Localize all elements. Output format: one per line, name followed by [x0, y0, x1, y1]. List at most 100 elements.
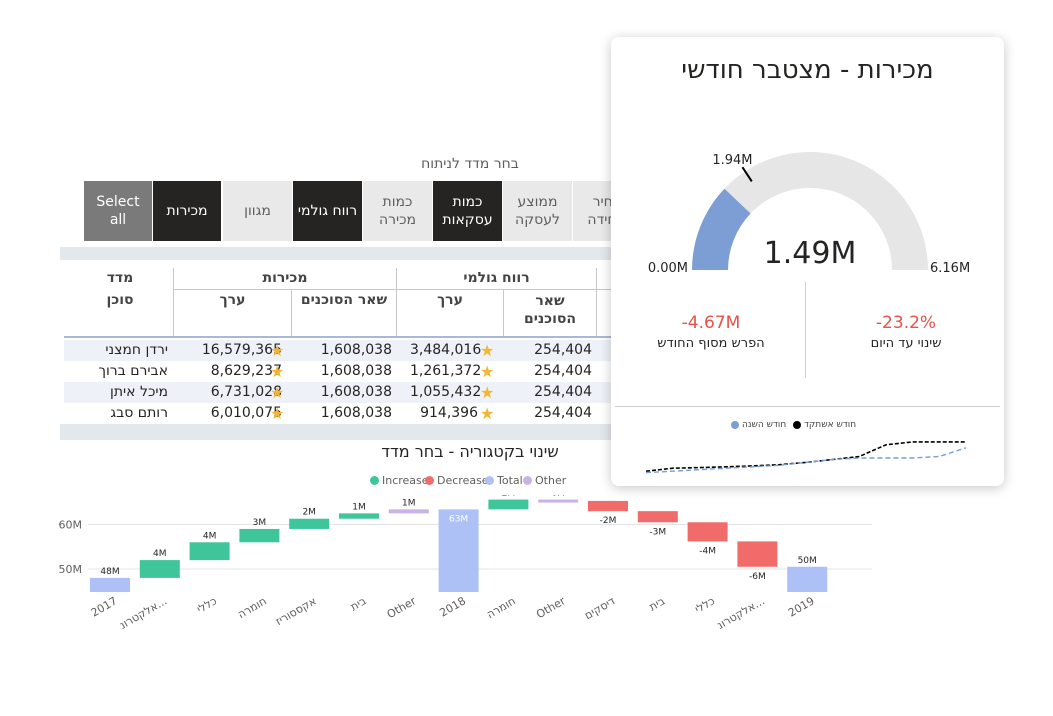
- waterfall-data-label: 2M: [502, 495, 516, 499]
- cell-sales-value: 6,010,075: [210, 405, 282, 421]
- slicer-button-4[interactable]: כמות מכירה: [363, 181, 432, 241]
- header-profit-value: ערך: [437, 292, 463, 308]
- waterfall-bar[interactable]: [339, 513, 379, 519]
- waterfall-bar[interactable]: [737, 541, 778, 567]
- waterfall-bar[interactable]: [139, 560, 180, 578]
- waterfall-bar[interactable]: [787, 566, 828, 592]
- waterfall-data-label: 4M: [203, 531, 217, 541]
- waterfall-bar[interactable]: [538, 499, 579, 503]
- cell-agent: אבירם ברוך: [98, 363, 168, 379]
- table-row[interactable]: [64, 403, 620, 422]
- cell-profit-rest: 254,404: [534, 405, 592, 421]
- waterfall-bar[interactable]: [189, 542, 230, 561]
- cell-agent: ירדן חמצני: [105, 342, 168, 358]
- cell-profit-value: 1,055,432: [410, 384, 482, 400]
- legend-item-current[interactable]: חודש השנה: [731, 420, 786, 430]
- cell-profit-rest: 254,404: [534, 384, 592, 400]
- line-series-1[interactable]: [645, 447, 967, 474]
- header-group-profit: רווח גולמי: [463, 270, 530, 286]
- waterfall-bar[interactable]: [239, 528, 280, 543]
- legend-item-previous[interactable]: חודש אשתקד: [793, 420, 856, 430]
- line-series-0[interactable]: [645, 441, 966, 472]
- legend-item-total[interactable]: Total: [485, 474, 523, 487]
- waterfall-data-label: 2M: [302, 508, 316, 518]
- x-tick-label: דיסקים: [582, 594, 617, 622]
- kpi-month-end-diff-label: הפרש מסוף החודש: [657, 336, 765, 351]
- legend-dot-current: [731, 421, 739, 429]
- legend-label-current: חודש השנה: [742, 420, 787, 430]
- waterfall-bar[interactable]: [588, 500, 628, 512]
- waterfall-bar[interactable]: [488, 499, 529, 510]
- legend-item-decrease[interactable]: Decrease: [425, 474, 489, 487]
- y-tick-label: 60M: [59, 519, 83, 532]
- cell-sales-value: 6,731,028: [210, 384, 282, 400]
- table-row[interactable]: [64, 361, 620, 382]
- cell-agent: מיכל איתן: [110, 384, 168, 400]
- header-measure: מדד: [106, 270, 134, 286]
- gauge-target-marker: [741, 166, 753, 182]
- legend-dot-other: [523, 476, 532, 485]
- slicer-button-0[interactable]: Select all: [84, 181, 152, 241]
- waterfall-data-label: 1M: [402, 498, 416, 508]
- x-tick-label: כללי: [693, 594, 718, 616]
- waterfall-bar[interactable]: [289, 518, 330, 529]
- waterfall-data-label: 4M: [153, 549, 167, 559]
- cell-sales-value: 16,579,365: [201, 342, 282, 358]
- header-profit-rest: שאר הסוכנים: [504, 292, 596, 328]
- cumulative-line-chart: [645, 441, 967, 474]
- waterfall-bar[interactable]: [438, 509, 479, 592]
- agents-matrix-table: מדד סוכן מכירות רווח גולמי ערך שאר הסוכנ…: [60, 262, 620, 422]
- waterfall-bar[interactable]: [687, 522, 728, 542]
- star-icon: ★: [270, 362, 285, 381]
- cell-profit-value: 3,484,016: [410, 342, 482, 358]
- cell-profit-rest: 254,404: [534, 342, 592, 358]
- legend-dot-total: [485, 476, 494, 485]
- measure-slicer: Select all מכירות מגוון רווח גולמי כמות מכיר…: [84, 181, 624, 241]
- x-tick-label: 2018: [437, 594, 468, 619]
- x-tick-label: אלקטרונ...: [117, 594, 169, 632]
- legend-item-other[interactable]: Other: [523, 474, 566, 487]
- gauge-value-label: 1.49M: [764, 236, 857, 271]
- star-icon: ★: [480, 362, 495, 381]
- legend-dot-increase: [370, 476, 379, 485]
- waterfall-data-label: -2M: [600, 516, 617, 526]
- waterfall-chart: 50M 60M 48M 2017 4M אלקטרונ... 4M כללי 3M חומרה 2M…: [59, 495, 872, 632]
- x-tick-label: חומרה: [235, 594, 268, 621]
- cell-agent: רותם סבג: [110, 405, 168, 421]
- waterfall-bar[interactable]: [388, 509, 429, 514]
- waterfall-title: שינוי בקטגוריה - בחר מדד: [381, 442, 559, 461]
- legend-item-increase[interactable]: Increase: [370, 474, 429, 487]
- waterfall-data-label: 1M: [352, 502, 366, 512]
- gauge-target-label: 1.94M: [712, 153, 752, 168]
- slicer-title: בחר מדד לניתוח: [421, 156, 519, 172]
- slicer-button-3[interactable]: רווח גולמי: [293, 181, 362, 241]
- x-tick-label: Other: [534, 594, 568, 621]
- cell-profit-value: 914,396: [420, 405, 478, 421]
- cell-profit-rest: 254,404: [534, 363, 592, 379]
- header-profit-rest-line2: הסוכנים: [523, 311, 577, 327]
- slicer-button-6[interactable]: ממוצע לעסקה: [503, 181, 572, 241]
- table-row[interactable]: [64, 382, 620, 403]
- waterfall-data-label: -6M: [749, 572, 766, 582]
- legend-dot-decrease: [425, 476, 434, 485]
- table-top-bar: [60, 247, 620, 260]
- slicer-button-5[interactable]: כמות עסקאות: [433, 181, 502, 241]
- waterfall-data-label: 63M: [449, 514, 468, 524]
- slicer-button-2[interactable]: מגוון: [223, 181, 292, 241]
- slicer-button-1[interactable]: מכירות: [153, 181, 221, 241]
- waterfall-bar[interactable]: [90, 577, 130, 592]
- cell-sales-rest: 1,608,038: [320, 342, 392, 358]
- cell-sales-rest: 1,608,038: [320, 384, 392, 400]
- line-chart-legend: חודש השנה חודש אשתקד: [731, 420, 891, 434]
- cell-sales-rest: 1,608,038: [320, 405, 392, 421]
- waterfall-data-label: -3M: [649, 527, 666, 537]
- waterfall-legend: Increase Decrease Total Other: [340, 474, 600, 492]
- table-row[interactable]: [64, 340, 620, 361]
- kpi-to-date-change-value: -23.2%: [875, 313, 937, 333]
- star-icon: ★: [480, 383, 495, 402]
- gauge-min-label: 0.00M: [648, 261, 688, 276]
- cell-sales-rest: 1,608,038: [320, 363, 392, 379]
- header-agent: סוכן: [106, 292, 134, 308]
- waterfall-bar[interactable]: [637, 511, 678, 523]
- x-tick-label: 2019: [786, 594, 817, 619]
